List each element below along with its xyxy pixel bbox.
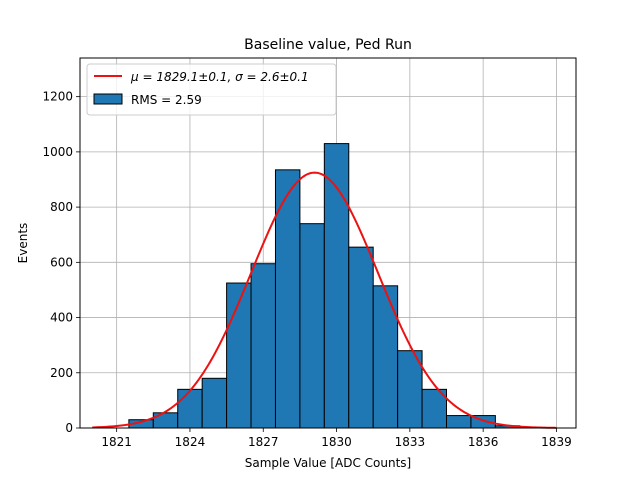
y-tick-label: 1200	[42, 90, 73, 104]
y-axis-label: Events	[16, 223, 30, 264]
histogram-bar	[226, 282, 252, 429]
x-tick-label: 1839	[541, 435, 572, 449]
legend-fit-label: μ = 1829.1±0.1, σ = 2.6±0.1	[130, 70, 309, 84]
histogram-bar	[446, 415, 472, 429]
y-tick-label: 800	[50, 200, 73, 214]
histogram-bar	[201, 377, 228, 429]
histogram-bar	[323, 143, 350, 429]
y-tick-label: 0	[65, 421, 73, 435]
legend-box	[86, 63, 337, 116]
x-tick-label: 1821	[101, 435, 132, 449]
legend-hist-swatch	[93, 93, 123, 105]
y-tick-label: 200	[50, 366, 73, 380]
x-tick-label: 1830	[321, 435, 352, 449]
legend: μ = 1829.1±0.1, σ = 2.6±0.1 RMS = 2.59	[86, 63, 337, 116]
x-tick-label: 1836	[468, 435, 499, 449]
histogram-bar	[421, 388, 448, 429]
histogram-bar	[274, 169, 301, 429]
plot-frame	[79, 57, 577, 429]
y-tick-label: 1000	[42, 145, 73, 159]
x-tick-label: 1827	[248, 435, 279, 449]
fit-curve	[92, 171, 557, 429]
legend-hist-label: RMS = 2.59	[131, 93, 202, 107]
histogram-bar	[152, 412, 179, 429]
x-axis-label: Sample Value [ADC Counts]	[245, 456, 411, 470]
histogram-bar	[177, 388, 203, 429]
chart-title: Baseline value, Ped Run	[244, 37, 412, 53]
histogram-bar	[250, 263, 276, 429]
y-tick-label: 600	[50, 255, 73, 269]
histogram-bar	[299, 223, 325, 429]
y-tick-label: 400	[50, 311, 73, 325]
fit-curve-layer	[92, 171, 557, 429]
x-tick-label: 1833	[395, 435, 426, 449]
histogram-bar	[372, 285, 399, 429]
histogram-bar	[348, 246, 374, 429]
axis-ticks: 1821 1824 1827 1830 1833 1836 1839 0 200 400 600 80…	[42, 90, 571, 449]
x-tick-label: 1824	[175, 435, 206, 449]
